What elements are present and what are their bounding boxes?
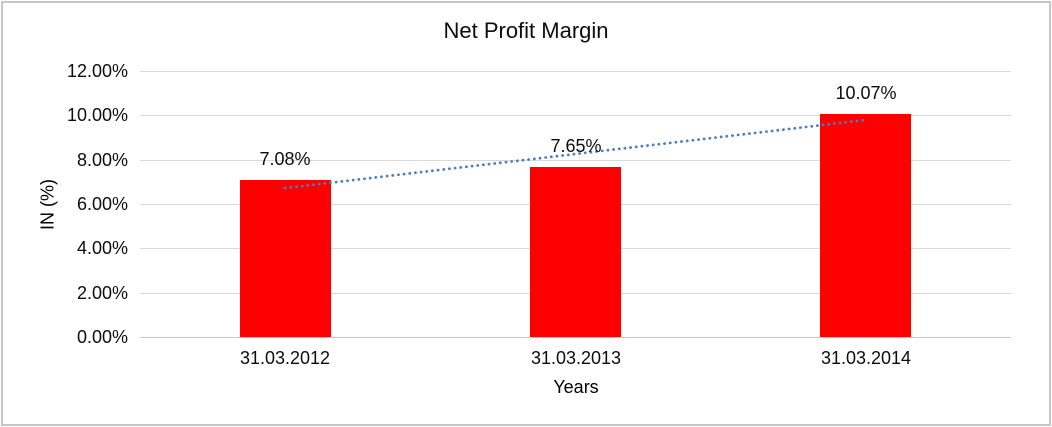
x-tick-label: 31.03.2013: [530, 348, 622, 368]
y-tick-label: 4.00%: [76, 238, 128, 258]
y-tick-label: 12.00%: [66, 61, 128, 81]
bar-31.03.2013: [530, 167, 621, 337]
y-tick-label: 2.00%: [76, 283, 128, 303]
bar-data-label: 7.08%: [259, 149, 311, 169]
y-tick-label: 6.00%: [76, 194, 128, 214]
y-tick-label: 0.00%: [76, 327, 128, 347]
chart-title: Net Profit Margin: [443, 18, 609, 43]
bar-31.03.2014: [820, 114, 911, 337]
plot-area: [140, 71, 1011, 338]
bar-data-label: 7.65%: [550, 136, 602, 156]
bar-31.03.2012: [240, 180, 331, 337]
y-tick-label: 8.00%: [76, 150, 128, 170]
y-tick-label: 10.00%: [66, 105, 128, 125]
bar-data-label: 10.07%: [835, 83, 897, 103]
x-axis-title: Years: [553, 377, 599, 397]
x-tick-label: 31.03.2012: [239, 348, 331, 368]
x-tick-label: 31.03.2014: [820, 348, 912, 368]
gridline: [140, 115, 1011, 116]
x-axis-line: [140, 337, 1011, 338]
gridline: [140, 71, 1011, 72]
